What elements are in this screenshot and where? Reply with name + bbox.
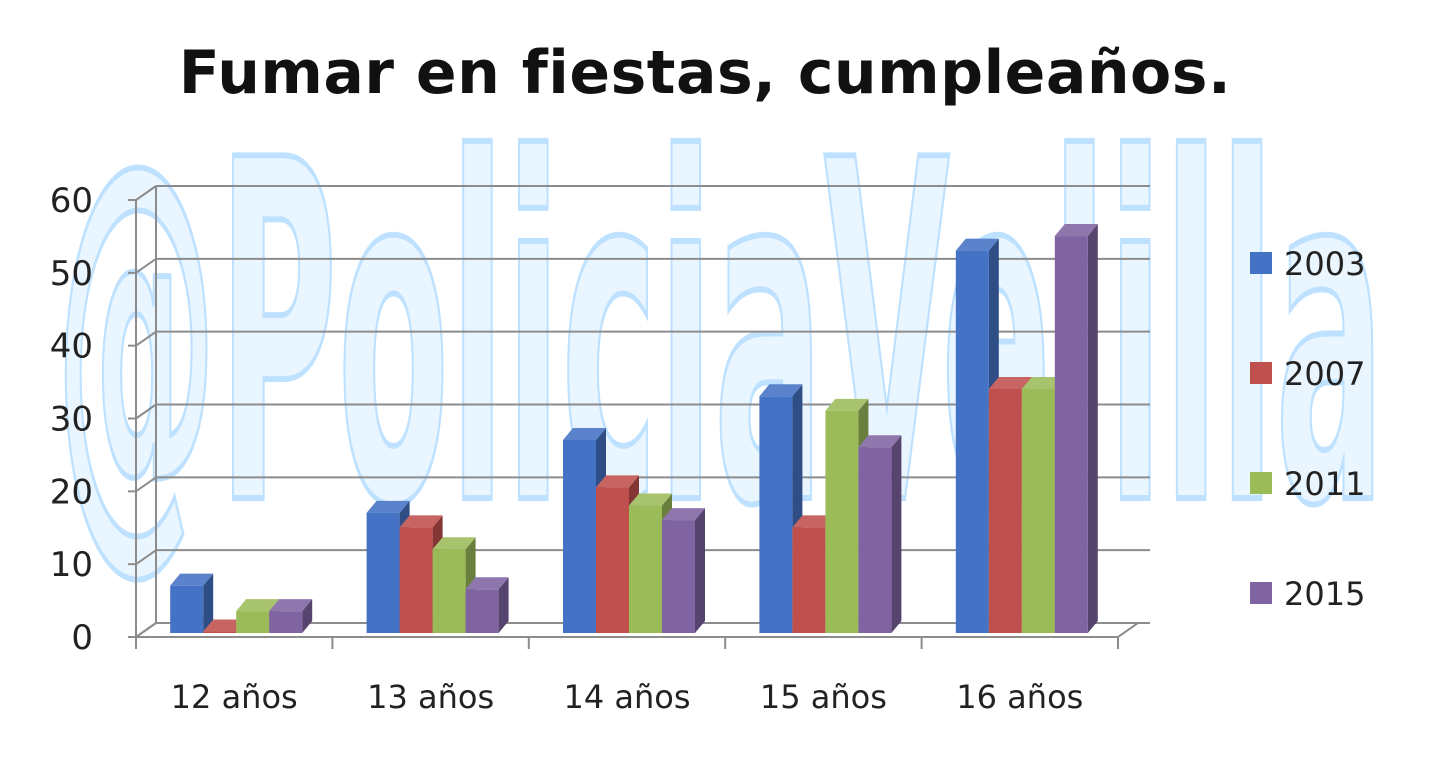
bar-top	[792, 515, 836, 528]
x-tick-label: 13 años	[367, 678, 494, 716]
bar-front	[662, 520, 695, 633]
bar	[170, 573, 214, 633]
bar-front	[269, 611, 303, 633]
bar-front	[236, 611, 270, 633]
watermark-text: @PoliciaVelilla	[55, 62, 1385, 609]
bar-front	[858, 447, 892, 633]
bar-side	[302, 599, 313, 633]
bar-front	[629, 505, 662, 633]
y-tick-label: 60	[50, 181, 93, 221]
bar-front	[399, 527, 433, 633]
x-tick-label: 15 años	[760, 678, 887, 716]
legend-label: 2011	[1284, 465, 1365, 503]
legend-item: 2007	[1250, 355, 1365, 393]
bar	[465, 577, 509, 633]
bar-top	[858, 435, 902, 448]
legend-item: 2011	[1250, 465, 1365, 503]
legend-swatch	[1250, 362, 1272, 384]
bar-front	[1021, 389, 1055, 633]
bar-side	[891, 435, 902, 633]
bar-front	[432, 549, 466, 633]
bar-front	[596, 487, 629, 633]
bar-top	[366, 500, 410, 513]
legend-label: 2003	[1284, 245, 1365, 283]
bar-front	[563, 439, 596, 633]
gridline-side-1	[135, 549, 157, 565]
x-tick-label: 14 años	[563, 678, 690, 716]
y-tick-label: 10	[50, 545, 93, 585]
bar-side	[695, 508, 705, 633]
bar-top	[170, 573, 214, 586]
bar-front	[1054, 236, 1088, 633]
bar-top	[629, 493, 672, 506]
gridline-side-6	[135, 185, 157, 201]
y-tick-label: 40	[50, 327, 93, 367]
bar-top	[988, 377, 1032, 390]
bar-front	[759, 396, 793, 633]
bar-top	[432, 537, 476, 550]
bar	[1054, 224, 1098, 633]
gridline-side-2	[135, 476, 157, 493]
gridline-side-3	[135, 403, 157, 420]
bar-top	[203, 619, 247, 632]
bar-front	[792, 527, 826, 633]
legend-swatch	[1250, 252, 1272, 274]
bar	[269, 599, 313, 633]
bar-top	[236, 599, 280, 612]
legend-swatch	[1250, 472, 1272, 494]
bar-front	[988, 389, 1022, 633]
bar	[858, 435, 902, 633]
bar-top	[955, 238, 999, 251]
chart-title: Fumar en fiestas, cumpleaños.	[178, 38, 1232, 108]
y-tick-label: 50	[50, 254, 93, 294]
bar-front	[170, 585, 204, 633]
y-tick-label: 0	[71, 618, 93, 658]
bar-top	[465, 577, 509, 590]
x-tick-label: 16 años	[956, 678, 1083, 716]
y-tick-label: 30	[50, 400, 93, 440]
legend-item: 2003	[1250, 245, 1365, 283]
bar-top	[1054, 224, 1098, 237]
gridline-side-0	[135, 622, 157, 638]
bar-top	[269, 599, 313, 612]
bar-front	[955, 250, 989, 633]
legend-item: 2015	[1250, 575, 1365, 613]
bar-side	[203, 573, 214, 633]
y-tick-label: 20	[50, 472, 93, 512]
gridline-side-5	[135, 258, 157, 274]
legend-label: 2015	[1284, 575, 1365, 613]
x-tick-label: 12 años	[171, 678, 298, 716]
legend-swatch	[1250, 582, 1272, 604]
bar-front	[465, 589, 499, 633]
bar-top	[662, 508, 705, 521]
bar-top	[1021, 377, 1065, 390]
bar	[662, 508, 705, 633]
bar	[432, 537, 476, 633]
gridline-side-4	[135, 330, 157, 347]
bar-top	[596, 475, 639, 488]
bar-top	[563, 427, 606, 440]
bar-top	[399, 515, 443, 528]
bar-front	[825, 410, 859, 633]
bar-side	[498, 577, 509, 633]
bar-top	[759, 384, 803, 397]
bar-side	[1087, 224, 1098, 633]
bar-front	[203, 631, 237, 633]
legend-label: 2007	[1284, 355, 1365, 393]
bar-front	[366, 512, 400, 633]
bar-top	[825, 398, 869, 411]
